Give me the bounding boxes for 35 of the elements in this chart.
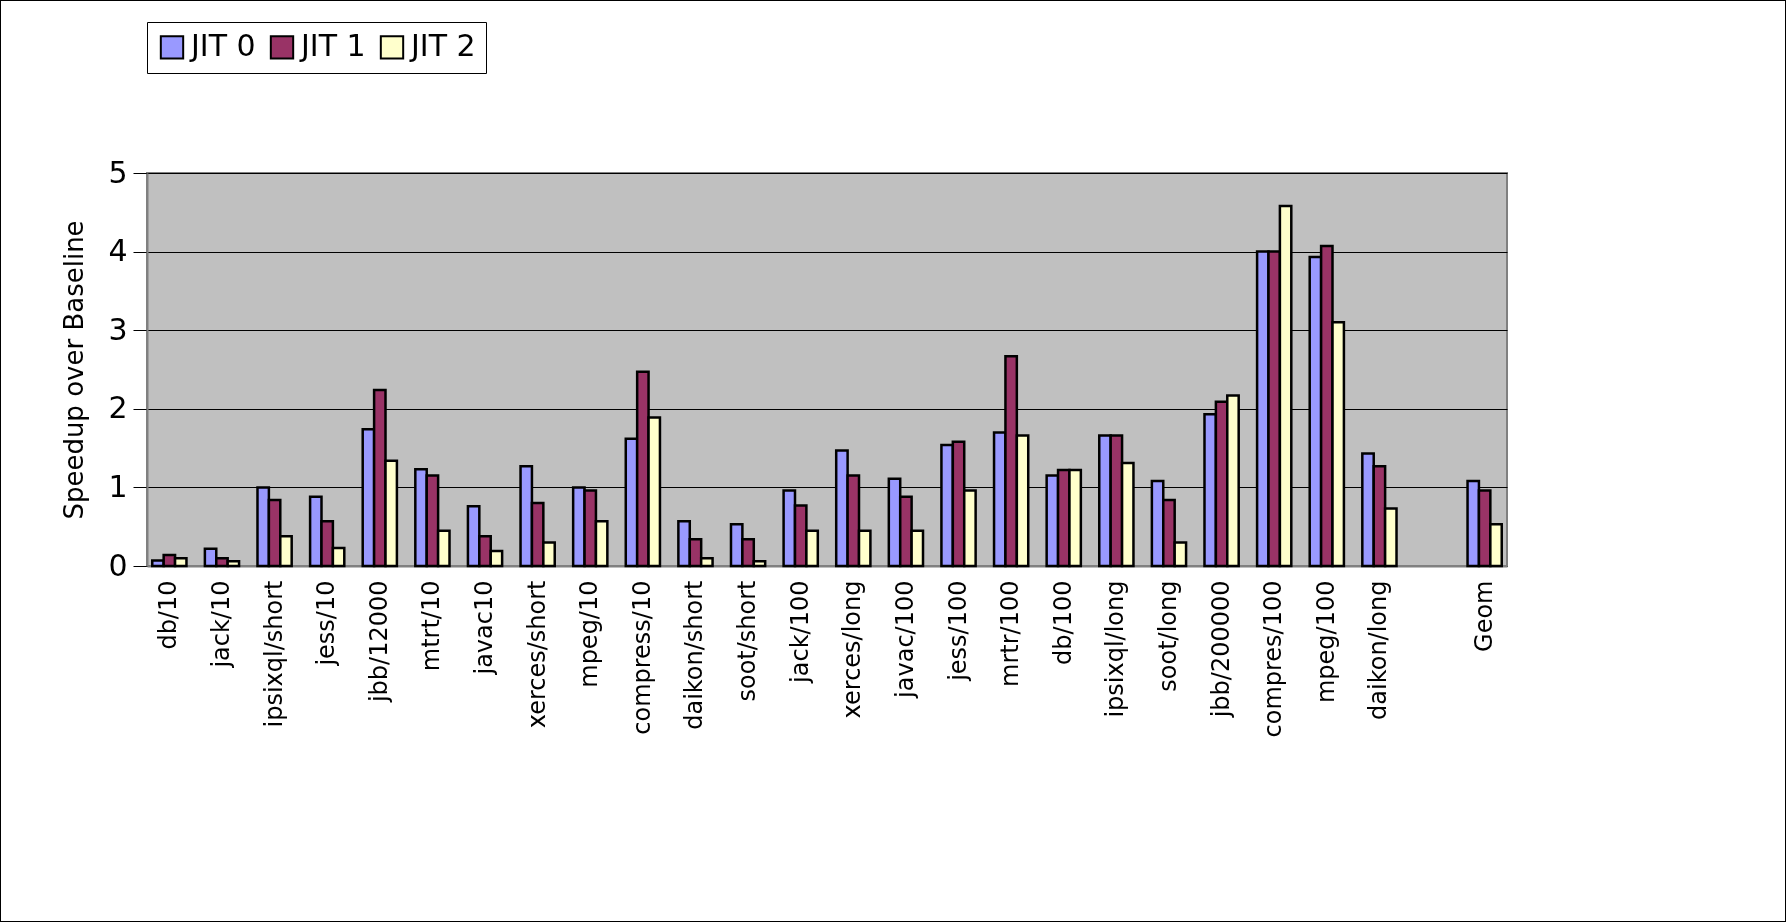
x-tick-label: mpeg/100	[1311, 580, 1340, 704]
y-tick-label: 1	[108, 468, 128, 504]
x-tick-label: mrtr/100	[996, 580, 1025, 687]
x-tick-label: daikon/short	[680, 580, 709, 730]
x-tick-label: mtrt/10	[417, 580, 446, 672]
x-tick-label: xerces/short	[522, 580, 551, 729]
x-tick-label: xerces/long	[838, 580, 867, 719]
x-tick-label: compress/10	[627, 580, 656, 735]
x-tick-label: jack/100	[785, 580, 814, 684]
y-tick-label: 0	[108, 547, 128, 583]
x-tick-label: ipsixql/long	[1101, 580, 1130, 718]
x-tick-label: soot/long	[1153, 580, 1182, 692]
y-axis-title: Speedup over Baseline	[59, 220, 90, 520]
x-tick-label: mpeg/10	[575, 580, 604, 688]
x-tick-label: jbb/200000	[1206, 580, 1235, 719]
x-tick-label: javac10	[470, 580, 499, 676]
y-tick-label: 4	[108, 233, 128, 269]
legend-label: JIT 2	[409, 28, 476, 64]
x-tick-label: javac/100	[890, 580, 919, 699]
y-tick-label: 5	[108, 154, 128, 190]
x-tick-label: jbb/12000	[364, 580, 393, 704]
x-tick-label: soot/short	[733, 580, 762, 702]
x-tick-label: db/10	[154, 580, 183, 650]
x-tick-label: Geom	[1469, 580, 1498, 652]
x-tick-label: jess/10	[312, 580, 341, 667]
x-tick-label: jack/10	[206, 580, 235, 669]
x-tick-label: daikon/long	[1364, 580, 1393, 720]
x-tick-label: db/100	[1048, 580, 1077, 665]
legend-label: JIT 1	[299, 28, 366, 64]
x-tick-label: jess/100	[943, 580, 972, 682]
x-tick-label: ipsixql/short	[259, 580, 288, 728]
x-tick-label: compres/100	[1259, 580, 1288, 738]
y-tick-label: 3	[108, 311, 128, 347]
legend-label: JIT 0	[189, 28, 256, 64]
y-tick-label: 2	[108, 390, 128, 426]
